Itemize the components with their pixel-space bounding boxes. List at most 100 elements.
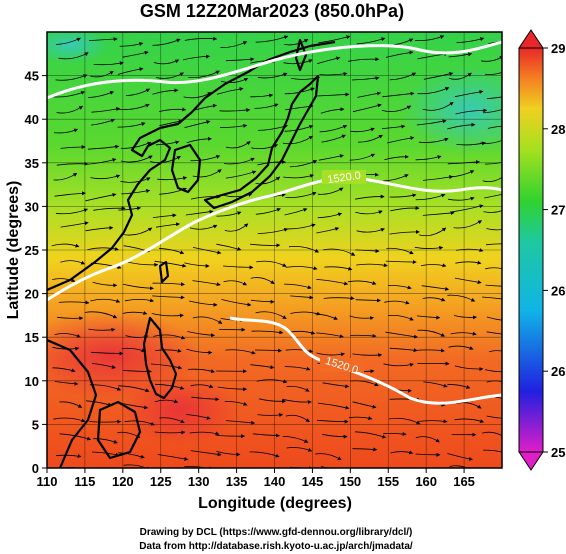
contour-middle	[47, 176, 502, 302]
streamline	[126, 261, 159, 267]
streamline	[284, 208, 308, 216]
coastline-sakhalin	[294, 38, 308, 72]
streamline	[122, 50, 149, 58]
streamline	[124, 420, 155, 426]
streamline	[119, 42, 144, 47]
streamline	[216, 450, 241, 457]
streamline	[418, 137, 449, 143]
streamline	[153, 59, 180, 65]
streamline	[322, 433, 348, 439]
streamline	[190, 450, 222, 457]
streamline	[93, 438, 118, 444]
streamline	[117, 103, 150, 110]
streamline	[189, 224, 218, 230]
streamline	[317, 187, 344, 195]
streamline	[381, 124, 406, 129]
streamline	[225, 141, 251, 149]
y-tick-label: 0	[32, 461, 39, 476]
streamline	[283, 174, 315, 179]
streamline	[317, 212, 343, 219]
streamline	[149, 156, 181, 164]
x-tick-label: 115	[74, 474, 95, 489]
streamline	[486, 316, 502, 321]
streamline	[154, 399, 179, 404]
streamline	[216, 434, 246, 439]
streamline	[152, 213, 177, 218]
streamline	[385, 260, 417, 265]
streamline	[55, 454, 82, 458]
streamline	[354, 431, 387, 439]
streamline	[85, 192, 117, 202]
streamline	[89, 37, 118, 42]
streamline	[52, 367, 76, 373]
streamline	[282, 398, 312, 405]
colorbar-bottom-arrow	[518, 451, 544, 471]
streamline	[388, 284, 412, 290]
streamline	[220, 123, 248, 128]
streamline	[188, 70, 220, 78]
streamline	[254, 103, 279, 109]
streamline	[316, 227, 340, 234]
streamline	[447, 160, 480, 165]
coastline-indochina	[47, 338, 98, 468]
streamline	[223, 265, 254, 270]
streamline	[350, 127, 375, 133]
streamline	[315, 453, 342, 461]
streamline	[349, 153, 376, 161]
streamline	[421, 285, 450, 291]
streamline	[53, 417, 86, 423]
streamline	[486, 380, 502, 383]
streamline	[349, 471, 371, 473]
streamline	[60, 221, 89, 228]
streamline	[317, 92, 350, 97]
x-tick-label: 160	[415, 474, 437, 489]
colorbar-tick-label: 269	[551, 283, 566, 298]
streamline	[159, 187, 187, 195]
colorbar-ticks: 293 285 277 269 261 253	[543, 41, 566, 460]
colorbar-tick-label: 261	[551, 364, 566, 379]
streamline	[382, 91, 415, 98]
streamline	[152, 38, 181, 46]
streamline	[155, 383, 185, 390]
streamline	[316, 352, 345, 357]
streamline	[384, 300, 410, 305]
streamline	[357, 134, 383, 143]
streamline	[422, 101, 454, 111]
streamline	[324, 266, 353, 271]
streamline	[322, 382, 350, 389]
streamline	[355, 249, 380, 254]
streamline	[390, 450, 414, 455]
warm-region-south	[120, 375, 240, 445]
streamline	[486, 331, 502, 335]
streamline	[321, 134, 346, 143]
streamline	[55, 37, 81, 45]
streamline	[417, 329, 446, 337]
streamline	[456, 37, 485, 43]
streamline	[284, 39, 309, 46]
streamline	[447, 196, 475, 201]
streamline	[316, 332, 344, 339]
streamline	[225, 170, 257, 179]
streamline	[382, 174, 409, 182]
footer-drawing-credit: Drawing by DCL (https://www.gfd-dennou.o…	[140, 527, 413, 538]
streamline	[355, 298, 381, 303]
streamline	[159, 247, 185, 255]
streamline	[256, 260, 287, 267]
streamline	[58, 300, 90, 305]
streamline	[85, 158, 117, 165]
streamline	[357, 91, 382, 98]
streamline	[54, 333, 81, 338]
streamline	[349, 315, 375, 321]
streamline	[216, 211, 242, 217]
streamline	[155, 72, 184, 79]
streamline	[388, 417, 421, 425]
streamline	[448, 52, 473, 58]
streamline	[282, 135, 313, 145]
streamline	[92, 281, 118, 288]
streamline	[355, 210, 383, 215]
streamline	[220, 41, 248, 49]
streamline	[121, 189, 151, 195]
x-tick-label: 125	[150, 474, 172, 489]
streamline	[192, 247, 222, 255]
streamline	[93, 61, 124, 66]
